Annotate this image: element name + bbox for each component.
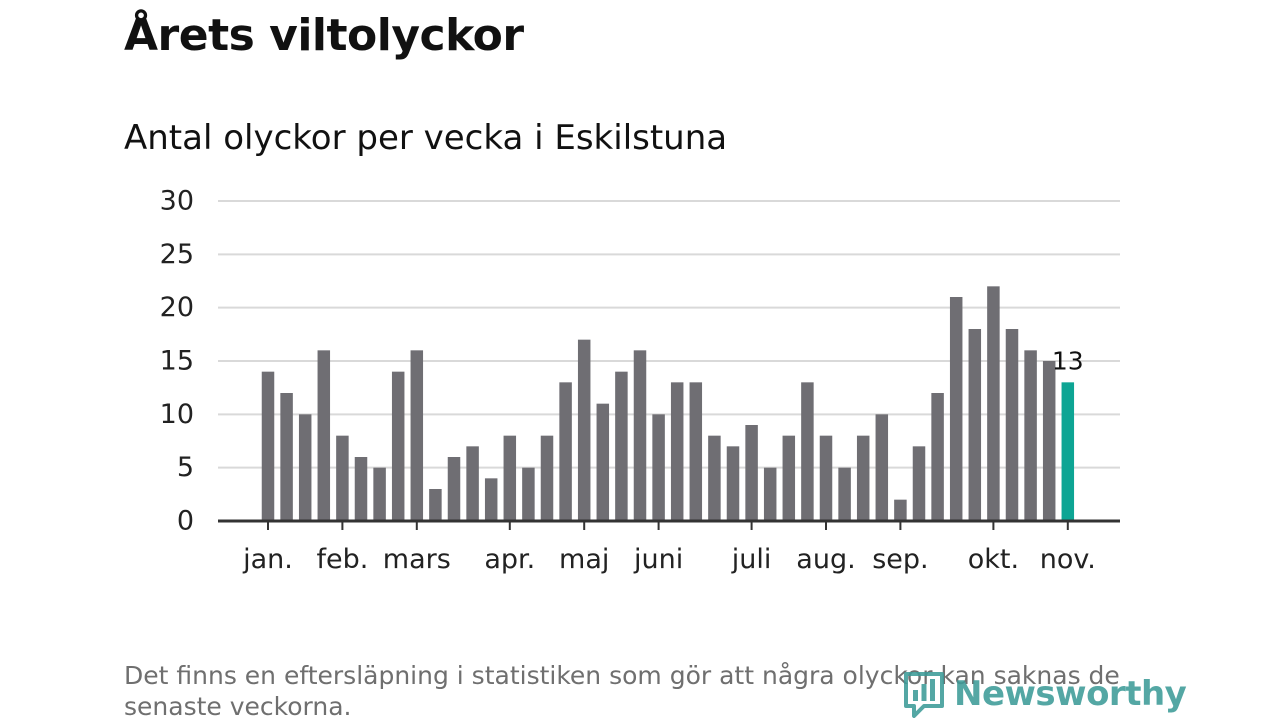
bar bbox=[298, 414, 312, 521]
x-tick-label: nov. bbox=[1040, 544, 1096, 575]
footnote: Det finns en eftersläpning i statistiken… bbox=[124, 661, 1120, 720]
bar bbox=[410, 350, 424, 521]
bar bbox=[391, 371, 405, 521]
bar bbox=[484, 478, 498, 521]
bar bbox=[652, 414, 665, 521]
bar bbox=[987, 286, 1000, 521]
bar-highlight bbox=[1061, 382, 1075, 521]
bar bbox=[1042, 361, 1056, 521]
bar-chart: 0 5 10 15 20 25 30 jan. feb. mars apr. maj juni juli a… bbox=[160, 186, 1120, 575]
bar bbox=[596, 403, 610, 521]
bar bbox=[447, 457, 461, 521]
y-tick-label: 25 bbox=[160, 239, 194, 270]
bar bbox=[949, 297, 963, 521]
bar bbox=[429, 489, 442, 521]
bar bbox=[689, 382, 703, 521]
bar bbox=[894, 499, 907, 521]
bar bbox=[466, 446, 479, 521]
bar bbox=[819, 435, 833, 521]
bar bbox=[540, 435, 554, 521]
data-label: 13 bbox=[1052, 346, 1084, 375]
x-tick-label: jan. bbox=[242, 544, 293, 575]
x-tick-label: mars bbox=[383, 544, 451, 575]
bar bbox=[503, 435, 517, 521]
bar bbox=[354, 457, 368, 521]
x-tick-label: juli bbox=[731, 544, 772, 575]
bar bbox=[1005, 329, 1019, 521]
bar bbox=[1024, 350, 1037, 521]
newsworthy-logo-icon bbox=[904, 672, 944, 718]
bar bbox=[763, 467, 777, 521]
x-tick-label: aug. bbox=[796, 544, 855, 575]
brand-logo: Newsworthy bbox=[902, 668, 1187, 720]
brand-name: Newsworthy bbox=[954, 674, 1187, 714]
bar bbox=[317, 350, 331, 521]
bar bbox=[782, 435, 796, 521]
bar bbox=[577, 339, 591, 521]
bar bbox=[336, 435, 349, 521]
bar bbox=[615, 371, 628, 521]
y-tick-label: 5 bbox=[177, 452, 194, 483]
y-tick-label: 30 bbox=[160, 186, 194, 217]
bar bbox=[261, 371, 275, 521]
bar bbox=[708, 435, 721, 521]
bar bbox=[968, 329, 982, 521]
bar bbox=[633, 350, 647, 521]
bar bbox=[745, 425, 758, 521]
y-tick-label: 20 bbox=[160, 292, 194, 323]
bar bbox=[838, 467, 851, 521]
bar bbox=[856, 435, 870, 521]
x-tick-label: juni bbox=[633, 544, 683, 575]
y-tick-label: 15 bbox=[160, 346, 194, 377]
bar bbox=[801, 382, 814, 521]
x-tick-label: feb. bbox=[316, 544, 368, 575]
page-title: Årets viltolyckor bbox=[124, 10, 524, 61]
chart-subtitle: Antal olyckor per vecka i Eskilstuna bbox=[124, 118, 728, 158]
bar bbox=[373, 467, 386, 521]
x-tick-label: okt. bbox=[968, 544, 1019, 575]
bar bbox=[522, 467, 535, 521]
bar bbox=[670, 382, 684, 521]
x-tick-label: maj bbox=[559, 544, 609, 575]
bar bbox=[559, 382, 572, 521]
x-tick-label: apr. bbox=[484, 544, 535, 575]
y-tick-label: 10 bbox=[160, 399, 194, 430]
bar bbox=[875, 414, 889, 521]
bar bbox=[726, 446, 740, 521]
bar bbox=[280, 393, 293, 521]
bar bbox=[931, 393, 944, 521]
bar bbox=[912, 446, 926, 521]
x-tick-label: sep. bbox=[872, 544, 928, 575]
y-tick-label: 0 bbox=[177, 506, 194, 537]
